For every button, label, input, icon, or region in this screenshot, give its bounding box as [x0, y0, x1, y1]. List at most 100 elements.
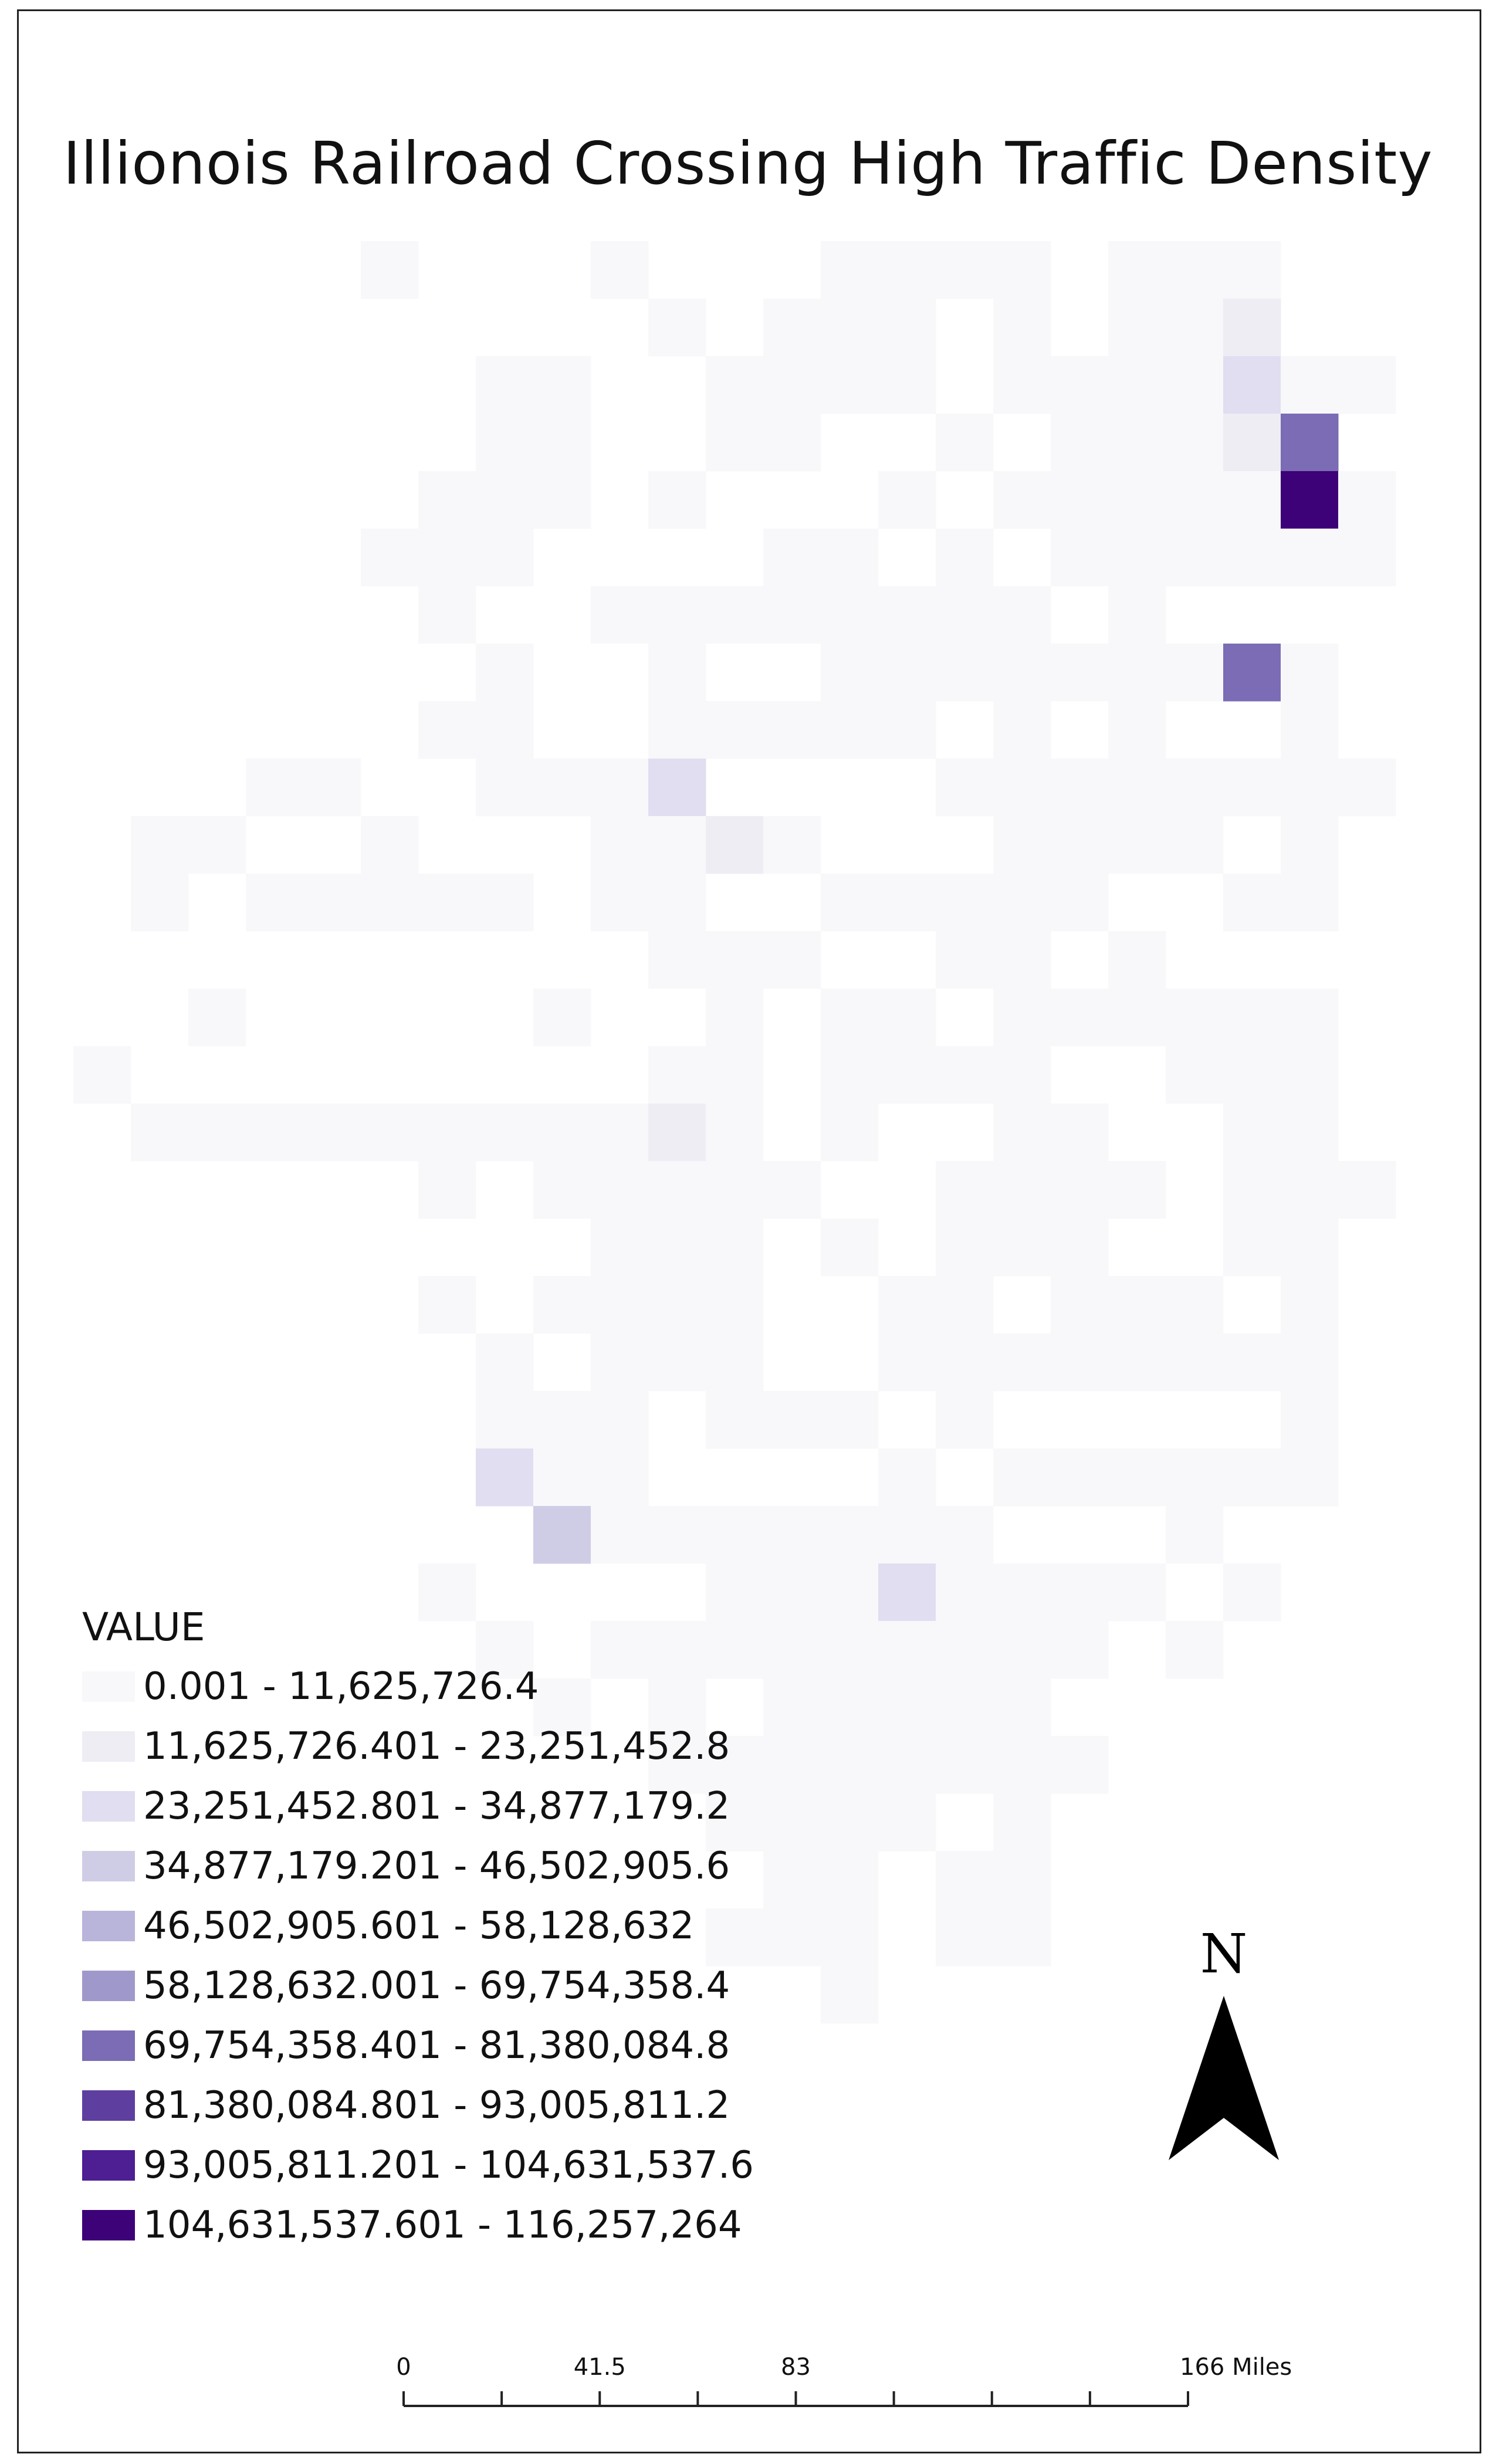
grid-cell [993, 1851, 1051, 1909]
grid-cell [1223, 241, 1281, 299]
grid-cell [1051, 989, 1109, 1047]
grid-cell [1281, 1161, 1339, 1219]
grid-cell [476, 1621, 534, 1679]
grid-cell [1051, 759, 1109, 817]
grid-cell [936, 759, 994, 817]
grid-cell [706, 1161, 764, 1219]
grid-cell [821, 1908, 879, 1967]
grid-cell [188, 816, 246, 874]
grid-cell [1281, 1333, 1339, 1392]
grid-cell [533, 1276, 591, 1334]
grid-cell [821, 1391, 879, 1449]
grid-cell [1051, 874, 1109, 932]
grid-cell [878, 1333, 936, 1392]
grid-cell [1108, 241, 1166, 299]
grid-cell [993, 471, 1051, 529]
grid-cell [878, 1621, 936, 1679]
grid-cell [533, 1448, 591, 1507]
legend-label: 0.001 - 11,625,726.4 [143, 1665, 539, 1708]
grid-cell [1166, 1621, 1224, 1679]
grid-cell [821, 989, 879, 1047]
grid-cell [591, 816, 649, 874]
grid-cell [648, 701, 706, 759]
grid-cell [246, 759, 304, 817]
grid-cell [993, 586, 1051, 644]
legend-label: 34,877,179.201 - 46,502,905.6 [143, 1844, 730, 1888]
grid-cell [533, 759, 591, 817]
grid-cell [1051, 1563, 1109, 1622]
grid-cell [1108, 299, 1166, 357]
grid-cell [533, 1391, 591, 1449]
grid-cell [648, 1161, 706, 1219]
grid-cell [993, 1621, 1051, 1679]
legend-item: 46,502,905.601 - 58,128,632 [82, 1896, 754, 1956]
grid-cell [878, 1506, 936, 1564]
legend-title: VALUE [82, 1605, 205, 1650]
legend-label: 11,625,726.401 - 23,251,452.8 [143, 1725, 730, 1768]
grid-cell [1281, 701, 1339, 759]
north-arrow-icon: N [1169, 1923, 1279, 2160]
grid-cell [1166, 989, 1224, 1047]
grid-cell [533, 414, 591, 472]
grid-cell [648, 1046, 706, 1104]
grid-cell [1223, 1448, 1281, 1507]
grid-cell [993, 1448, 1051, 1507]
grid-cell [763, 1793, 821, 1852]
grid-cell [1166, 356, 1224, 414]
grid-cell [648, 1219, 706, 1277]
grid-cell [706, 1621, 764, 1679]
grid-cell [1166, 1276, 1224, 1334]
grid-cell [763, 1563, 821, 1622]
map-title: Illionois Railroad Crossing High Traffic… [63, 129, 1433, 198]
grid-cell [878, 299, 936, 357]
legend-swatch [82, 1851, 135, 1881]
legend-swatch [82, 1791, 135, 1822]
grid-cell [533, 1161, 591, 1219]
grid-cell [648, 1678, 706, 1737]
grid-cell [1281, 1448, 1339, 1507]
grid-cell [936, 1736, 994, 1794]
grid-cell [1051, 1736, 1109, 1794]
grid-cell [1108, 1448, 1166, 1507]
grid-cell [706, 1276, 764, 1334]
grid-cell [1223, 644, 1281, 702]
grid-cell [821, 874, 879, 932]
grid-cell [993, 759, 1051, 817]
grid-cell [878, 1736, 936, 1794]
grid-cell [1281, 1104, 1339, 1162]
grid-cell [706, 1104, 764, 1162]
legend-label: 81,380,084.801 - 93,005,811.2 [143, 2084, 730, 2127]
grid-cell [648, 1736, 706, 1794]
grid-cell [706, 1333, 764, 1392]
grid-cell [821, 356, 879, 414]
grid-cell [821, 644, 879, 702]
grid-cell [1108, 471, 1166, 529]
grid-cell [1166, 1506, 1224, 1564]
legend-swatch [82, 1971, 135, 2001]
grid-cell [476, 1104, 534, 1162]
grid-cell [821, 1046, 879, 1104]
grid-cell [936, 1908, 994, 1967]
grid-cell [131, 816, 189, 874]
grid-cell [936, 1161, 994, 1219]
grid-cell [1051, 1219, 1109, 1277]
grid-cell [1223, 1046, 1281, 1104]
grid-cell [1051, 471, 1109, 529]
legend-label: 58,128,632.001 - 69,754,358.4 [143, 1964, 730, 2008]
grid-cell [648, 816, 706, 874]
grid-cell [993, 1046, 1051, 1104]
grid-cell [418, 1104, 476, 1162]
grid-cell [706, 701, 764, 759]
grid-cell [1166, 299, 1224, 357]
grid-cell [763, 529, 821, 587]
grid-cell [821, 1506, 879, 1564]
grid-cell [936, 1621, 994, 1679]
legend-label: 93,005,811.201 - 104,631,537.6 [143, 2144, 754, 2187]
grid-cell [188, 1104, 246, 1162]
grid-cell [1166, 414, 1224, 472]
legend-item: 81,380,084.801 - 93,005,811.2 [82, 2076, 754, 2135]
grid-cell [1108, 1563, 1166, 1622]
grid-cell [1223, 759, 1281, 817]
grid-cell [1223, 989, 1281, 1047]
grid-cell [993, 1333, 1051, 1392]
